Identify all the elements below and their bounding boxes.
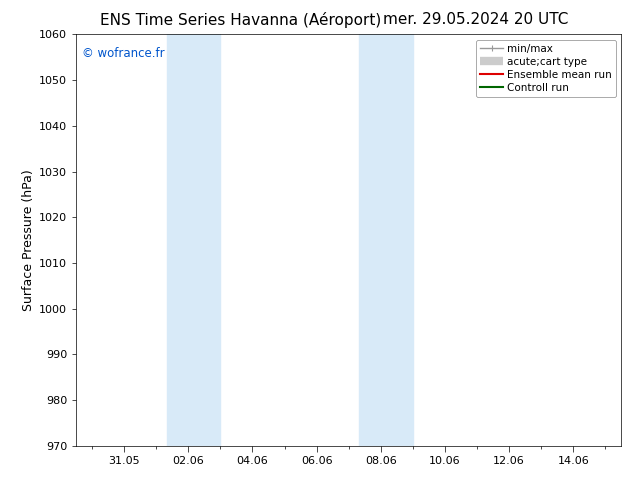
Y-axis label: Surface Pressure (hPa): Surface Pressure (hPa): [22, 169, 35, 311]
Bar: [359, 34, 413, 446]
Text: mer. 29.05.2024 20 UTC: mer. 29.05.2024 20 UTC: [383, 12, 568, 27]
Text: ENS Time Series Havanna (Aéroport): ENS Time Series Havanna (Aéroport): [100, 12, 382, 28]
Text: © wofrance.fr: © wofrance.fr: [82, 47, 164, 60]
Legend: min/max, acute;cart type, Ensemble mean run, Controll run: min/max, acute;cart type, Ensemble mean …: [476, 40, 616, 97]
Bar: [167, 34, 221, 446]
